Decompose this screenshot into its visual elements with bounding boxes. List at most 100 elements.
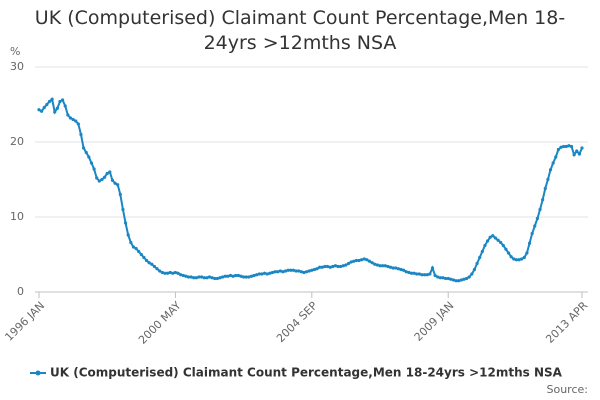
point — [286, 268, 290, 272]
point — [297, 269, 301, 273]
point — [399, 267, 403, 272]
point — [89, 161, 94, 165]
point — [144, 258, 149, 263]
point — [268, 271, 272, 275]
point — [244, 275, 248, 279]
point — [113, 181, 117, 185]
point — [197, 275, 201, 279]
point — [202, 276, 206, 280]
point — [501, 243, 505, 248]
point — [265, 272, 269, 276]
point — [302, 270, 306, 275]
point — [562, 144, 566, 149]
point — [189, 275, 193, 279]
point — [548, 168, 553, 172]
point — [499, 240, 503, 245]
point — [213, 276, 217, 281]
x-tick-label: 2009 JAN — [412, 299, 457, 344]
point — [520, 257, 524, 261]
point — [81, 146, 86, 150]
point — [45, 102, 49, 107]
point — [194, 276, 198, 280]
point — [310, 268, 314, 272]
point — [367, 259, 372, 263]
x-tick-label: 2013 APR — [543, 299, 590, 346]
point — [527, 241, 532, 245]
point — [123, 221, 128, 225]
point — [184, 274, 188, 278]
point — [564, 144, 568, 149]
point — [97, 179, 101, 183]
point — [63, 104, 67, 108]
point — [417, 272, 421, 276]
point — [42, 105, 46, 110]
point — [110, 178, 115, 182]
point — [381, 264, 385, 268]
point — [349, 260, 353, 264]
point — [223, 274, 227, 278]
point — [58, 99, 62, 104]
point — [538, 207, 542, 212]
point — [171, 271, 175, 275]
point — [273, 270, 277, 274]
point — [239, 274, 243, 278]
point — [551, 161, 555, 165]
point — [541, 198, 545, 202]
point — [323, 264, 327, 269]
point — [142, 255, 146, 260]
point — [228, 273, 233, 278]
point — [572, 153, 576, 157]
point — [116, 183, 120, 187]
point — [102, 175, 107, 179]
point — [79, 132, 83, 137]
point — [339, 264, 343, 269]
point — [575, 149, 579, 153]
point — [260, 272, 264, 276]
point — [396, 267, 400, 271]
point — [129, 240, 133, 245]
point — [485, 239, 490, 243]
point — [462, 277, 466, 281]
point — [559, 145, 563, 149]
point — [168, 270, 172, 275]
point — [165, 271, 170, 275]
point — [472, 267, 477, 272]
point — [192, 276, 196, 280]
point — [383, 264, 387, 268]
point — [278, 269, 282, 273]
point — [74, 119, 78, 123]
point — [315, 267, 319, 271]
point — [134, 246, 138, 251]
point — [370, 261, 374, 265]
point — [234, 273, 238, 278]
point — [449, 277, 453, 281]
point — [433, 273, 437, 278]
point — [207, 275, 212, 279]
point — [68, 116, 73, 120]
point — [87, 155, 91, 159]
point — [407, 270, 411, 275]
y-tick-label: 30 — [10, 60, 24, 73]
point — [294, 269, 298, 273]
point — [242, 275, 246, 279]
point — [131, 245, 136, 249]
point — [388, 265, 393, 269]
y-tick-label: 20 — [10, 135, 24, 148]
series-line — [38, 97, 583, 282]
point — [92, 167, 96, 171]
point — [95, 176, 99, 180]
point — [320, 265, 324, 269]
point — [443, 276, 448, 281]
point — [257, 272, 261, 276]
point — [577, 152, 581, 156]
point — [325, 264, 330, 269]
point — [108, 170, 112, 174]
point — [210, 276, 214, 280]
point — [441, 276, 445, 280]
legend-marker — [35, 370, 41, 376]
point — [55, 106, 59, 110]
chart-title: UK (Computerised) Claimant Count Percent… — [34, 7, 566, 54]
point — [428, 272, 432, 276]
